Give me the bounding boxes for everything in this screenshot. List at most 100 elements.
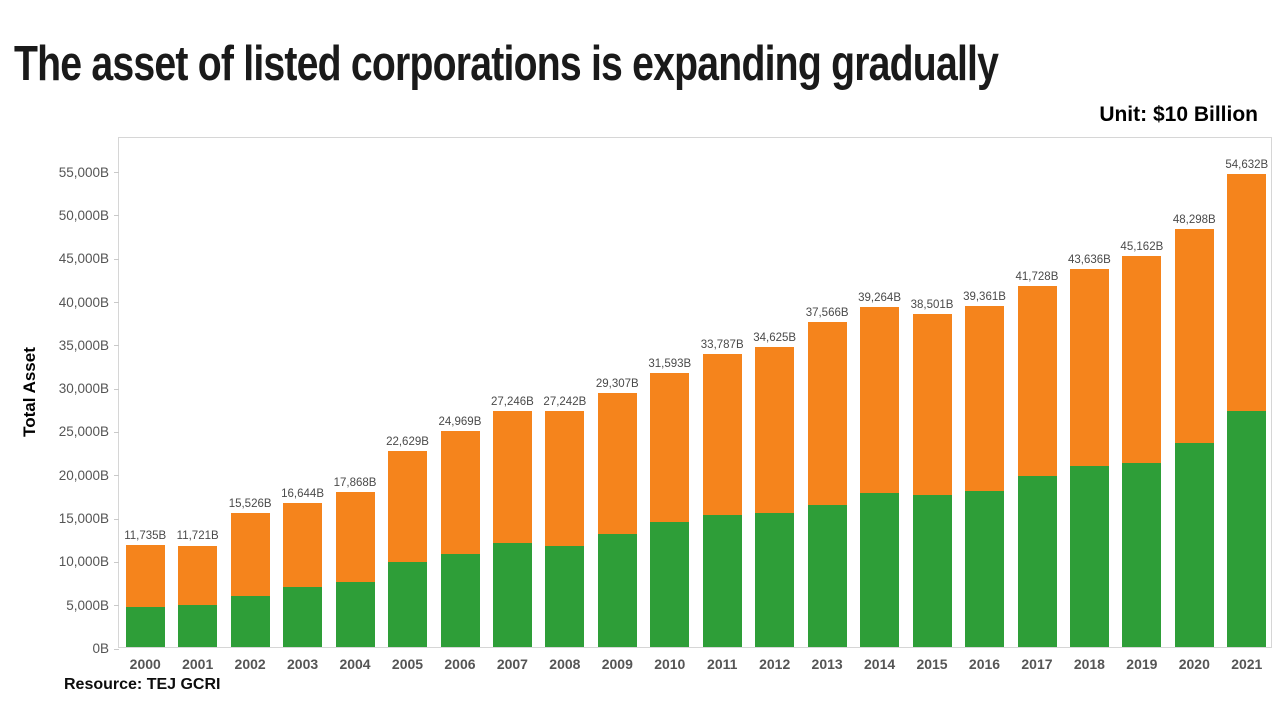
bar-total-label-2009: 29,307B [595,378,639,391]
bar-segment-green-2011 [702,515,742,647]
y-tick-label: 50,000B [58,207,109,223]
x-tick-label-2007: 2007 [496,656,528,672]
bar-total-label-2005: 22,629B [386,436,429,449]
y-tick-mark [114,605,119,607]
x-tick-label-2001: 2001 [182,656,214,672]
bar-segment-orange-2018 [1069,269,1109,466]
x-tick-label-2008: 2008 [549,656,581,672]
bar-total-label-2016: 39,361B [963,291,1006,304]
bar-total-label-2000: 11,735B [124,530,167,543]
y-tick-label: 20,000B [58,467,109,483]
chart-title: The asset of listed corporations is expa… [14,37,999,91]
x-tick-label-2019: 2019 [1126,656,1158,672]
bar-segment-green-2007 [492,543,532,647]
y-tick-label: 35,000B [58,337,109,353]
x-tick-label-2021: 2021 [1231,656,1263,672]
bar-segment-green-2017 [1017,476,1057,647]
bar-total-label-2001: 11,721B [176,530,219,543]
x-tick-label-2006: 2006 [444,656,476,672]
bar-segment-orange-2011 [702,354,742,516]
bar-segment-green-2012 [755,512,795,647]
bar-segment-green-2009 [597,533,637,647]
bar-total-label-2003: 16,644B [281,487,324,500]
y-tick-mark [114,431,119,433]
x-tick-label-2012: 2012 [759,656,791,672]
y-tick-mark [114,258,119,260]
y-tick-label: 45,000B [58,251,109,267]
bar-segment-green-2021 [1227,410,1267,647]
bar-total-label-2017: 41,728B [1015,270,1059,283]
bar-segment-orange-2009 [597,393,637,534]
bar-segment-green-2005 [388,562,427,647]
x-tick-label-2000: 2000 [129,656,161,672]
bar-total-label-2020: 48,298B [1172,213,1216,226]
y-tick-mark [114,345,119,347]
bar-total-label-2012: 34,625B [753,332,797,345]
bar-segment-orange-2004 [335,492,375,582]
bar-segment-green-2015 [912,495,952,647]
x-tick-label-2002: 2002 [234,656,266,672]
bar-total-label-2004: 17,868B [333,477,377,490]
x-tick-label-2017: 2017 [1021,656,1053,672]
bar-segment-green-2019 [1122,463,1162,647]
bar-segment-green-2016 [965,491,1004,647]
y-tick-mark [114,215,119,217]
bar-segment-orange-2010 [650,373,690,523]
bar-segment-orange-2015 [912,313,952,496]
bar-segment-green-2014 [860,492,900,647]
unit-label: Unit: $10 Billion [1099,103,1258,126]
x-tick-label-2016: 2016 [968,656,1001,672]
y-tick-mark [114,475,119,477]
x-tick-label-2004: 2004 [339,656,371,672]
x-tick-label-2011: 2011 [707,656,738,672]
y-tick-mark [114,302,119,304]
bar-segment-green-2006 [440,553,480,647]
y-tick-mark [114,648,119,650]
y-tick-mark [114,518,119,520]
bar-segment-green-2004 [335,582,375,647]
bar-segment-orange-2000 [125,545,165,608]
y-tick-mark [114,172,119,174]
plot-area: 0B 5,000B 10,000B 15,000B 20,000B 25,000B 30,0… [59,137,1272,672]
bar-total-label-2019: 45,162B [1120,240,1164,253]
x-tick-label-2014: 2014 [864,656,896,672]
bar-segment-orange-2006 [440,430,480,554]
bar-segment-green-2001 [178,605,218,647]
x-tick-label-2018: 2018 [1073,656,1105,672]
y-tick-label: 30,000B [58,381,109,397]
bar-total-label-2018: 43,636B [1067,254,1111,267]
y-tick-label: 55,000B [58,164,109,180]
bar-segment-green-2013 [807,505,847,647]
bar-segment-orange-2017 [1017,285,1057,477]
bar-total-label-2011: 33,787B [700,339,744,352]
bar-segment-orange-2002 [230,512,270,596]
bar-total-label-2008: 27,242B [543,396,587,409]
y-tick-label: 10,000B [58,554,109,570]
bar-segment-orange-2014 [860,306,900,493]
x-tick-label-2015: 2015 [916,656,948,672]
bar-total-label-2013: 37,566B [805,306,849,319]
bar-segment-green-2010 [650,522,690,647]
bar-segment-orange-2012 [755,347,795,513]
bar-segment-green-2008 [545,545,585,647]
x-tick-label-2013: 2013 [811,656,843,672]
bar-segment-orange-2019 [1122,255,1162,464]
bar-total-label-2010: 31,593B [648,358,692,371]
x-tick-label-2005: 2005 [391,656,424,672]
y-tick-label: 0B [92,641,109,656]
y-tick-mark [114,561,119,563]
bar-segment-orange-2021 [1227,173,1267,411]
bar-segment-green-2003 [283,587,323,647]
x-tick-label-2020: 2020 [1178,656,1210,672]
bar-segment-green-2018 [1069,466,1109,647]
bar-segment-orange-2016 [965,306,1004,492]
bar-segment-orange-2020 [1174,228,1214,443]
bar-segment-orange-2007 [492,411,532,544]
y-tick-label: 40,000B [58,294,109,310]
bar-total-label-2002: 15,526B [228,497,272,510]
source-label: Resource: TEJ GCRI [64,676,221,693]
x-tick-label-2010: 2010 [654,656,686,672]
x-tick-label-2003: 2003 [287,656,319,672]
bar-segment-green-2000 [125,607,165,647]
